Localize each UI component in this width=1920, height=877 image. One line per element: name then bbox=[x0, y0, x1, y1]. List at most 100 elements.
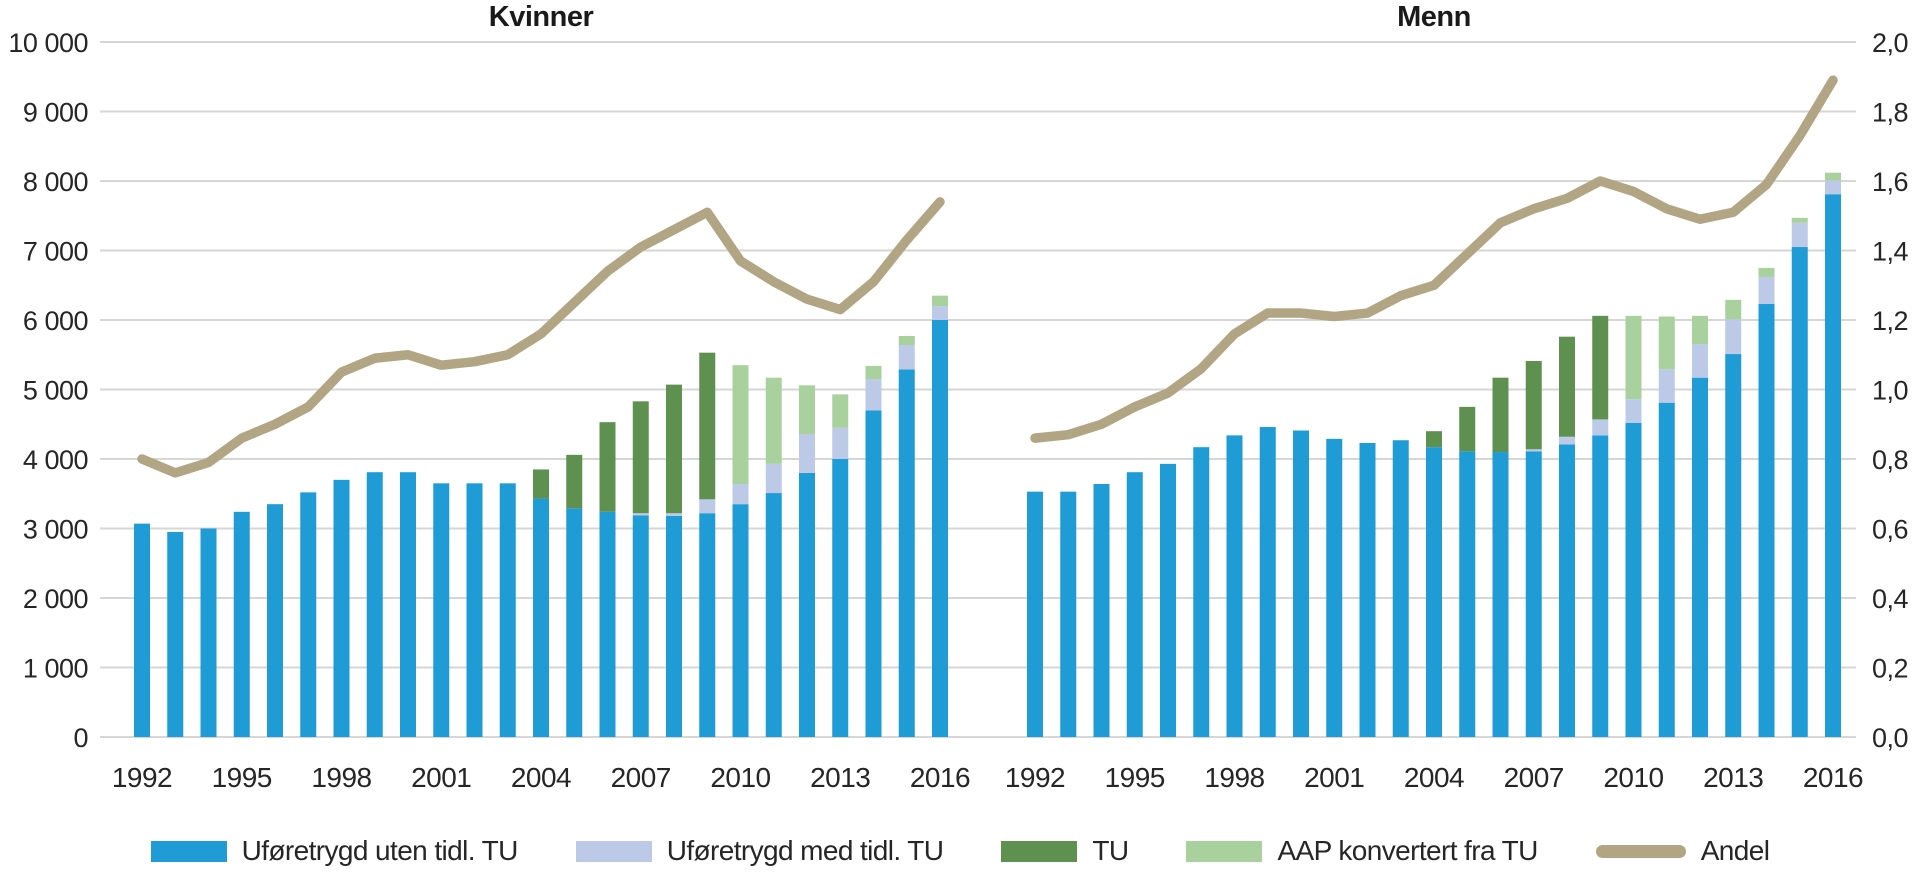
y-axis-tick-right: 0,6 bbox=[1872, 515, 1908, 545]
bar-segment-tu bbox=[666, 384, 682, 514]
bar-segment-uf-retrygd-uten-tidl-tu bbox=[1592, 435, 1609, 737]
y-axis-tick-left: 7 000 bbox=[23, 237, 88, 267]
bar-segment-tu bbox=[1525, 361, 1542, 450]
bar-segment-uf-retrygd-uten-tidl-tu bbox=[400, 472, 416, 737]
bar-segment-aap-konvertert-fra-tu bbox=[765, 377, 782, 464]
x-axis-tick: 2007 bbox=[611, 762, 671, 793]
bar-segment-uf-retrygd-med-tidl-tu bbox=[1725, 319, 1742, 355]
legend-bar-swatch bbox=[575, 840, 652, 862]
bar-segment-uf-retrygd-uten-tidl-tu bbox=[1791, 247, 1808, 737]
y-axis-tick-left: 3 000 bbox=[23, 515, 88, 545]
bar-segment-uf-retrygd-med-tidl-tu bbox=[1825, 180, 1841, 195]
x-axis-tick: 2004 bbox=[511, 762, 571, 793]
bar-segment-aap-konvertert-fra-tu bbox=[832, 394, 849, 428]
bar-segment-tu bbox=[1592, 315, 1609, 420]
bar-segment-uf-retrygd-uten-tidl-tu bbox=[167, 531, 184, 737]
legend-item: TU bbox=[1001, 835, 1129, 867]
bar-segment-uf-retrygd-uten-tidl-tu bbox=[366, 472, 383, 737]
legend-line-swatch bbox=[1595, 844, 1686, 858]
bar-segment-uf-retrygd-uten-tidl-tu bbox=[1226, 435, 1243, 737]
legend-bar-swatch bbox=[1001, 840, 1078, 862]
x-axis-tick: 2016 bbox=[910, 762, 970, 793]
y-axis-tick-right: 1,8 bbox=[1872, 98, 1908, 128]
bar-segment-uf-retrygd-med-tidl-tu bbox=[1559, 436, 1575, 445]
bar-segment-tu bbox=[1559, 336, 1575, 437]
bar-segment-uf-retrygd-med-tidl-tu bbox=[699, 499, 716, 514]
bar-segment-uf-retrygd-uten-tidl-tu bbox=[1525, 451, 1542, 737]
y-axis-tick-left: 2 000 bbox=[23, 584, 88, 614]
bar-segment-aap-konvertert-fra-tu bbox=[932, 295, 948, 307]
y-axis-tick-right: 2,0 bbox=[1872, 28, 1908, 58]
y-axis-tick-right: 0,4 bbox=[1872, 584, 1909, 614]
bar-segment-uf-retrygd-med-tidl-tu bbox=[632, 513, 649, 516]
bar-segment-tu bbox=[1459, 406, 1476, 452]
y-axis-tick-right: 0,8 bbox=[1872, 445, 1908, 475]
bar-segment-uf-retrygd-med-tidl-tu bbox=[799, 433, 815, 473]
x-axis-tick: 2001 bbox=[1304, 762, 1364, 793]
bar-segment-uf-retrygd-uten-tidl-tu bbox=[1293, 430, 1309, 737]
bar-segment-uf-retrygd-uten-tidl-tu bbox=[632, 515, 649, 737]
y-axis-tick-right: 1,0 bbox=[1872, 376, 1908, 406]
bar-segment-uf-retrygd-uten-tidl-tu bbox=[1758, 304, 1775, 737]
panel-title-kvinner: Kvinner bbox=[488, 1, 594, 33]
bar-segment-aap-konvertert-fra-tu bbox=[1658, 316, 1675, 370]
bar-segment-uf-retrygd-uten-tidl-tu bbox=[1825, 194, 1841, 737]
legend-label: Uføretrygd uten tidl. TU bbox=[241, 835, 519, 866]
bar-segment-uf-retrygd-med-tidl-tu bbox=[898, 345, 915, 370]
bar-segment-uf-retrygd-uten-tidl-tu bbox=[1725, 354, 1742, 737]
bar-segment-uf-retrygd-uten-tidl-tu bbox=[666, 515, 682, 737]
legend-bar-swatch bbox=[1186, 840, 1263, 862]
bar-segment-tu bbox=[699, 352, 716, 500]
bar-segment-uf-retrygd-uten-tidl-tu bbox=[1459, 451, 1476, 737]
bar-segment-uf-retrygd-uten-tidl-tu bbox=[1093, 484, 1110, 737]
bar-segment-uf-retrygd-uten-tidl-tu bbox=[466, 483, 483, 737]
bar-segment-uf-retrygd-uten-tidl-tu bbox=[300, 492, 317, 737]
bar-segment-uf-retrygd-uten-tidl-tu bbox=[1359, 443, 1376, 737]
bar-segment-uf-retrygd-uten-tidl-tu bbox=[765, 493, 782, 737]
bar-segment-uf-retrygd-uten-tidl-tu bbox=[898, 369, 915, 737]
bar-segment-uf-retrygd-uten-tidl-tu bbox=[1559, 444, 1575, 737]
y-axis-tick-left: 9 000 bbox=[23, 98, 88, 128]
bar-segment-uf-retrygd-uten-tidl-tu bbox=[1160, 463, 1176, 737]
bar-segment-uf-retrygd-uten-tidl-tu bbox=[1625, 422, 1642, 737]
bar-segment-aap-konvertert-fra-tu bbox=[865, 365, 882, 380]
y-axis-tick-left: 8 000 bbox=[23, 167, 88, 197]
bar-segment-aap-konvertert-fra-tu bbox=[1825, 172, 1841, 181]
bar-segment-uf-retrygd-uten-tidl-tu bbox=[865, 410, 882, 737]
x-axis-tick: 1992 bbox=[112, 762, 172, 793]
bar-segment-tu bbox=[599, 422, 616, 512]
bar-segment-aap-konvertert-fra-tu bbox=[799, 385, 815, 434]
legend-item: Uføretrygd med tidl. TU bbox=[575, 835, 944, 867]
legend: Uføretrygd uten tidl. TU Uføretrygd med t… bbox=[0, 830, 1920, 872]
x-axis-tick: 1995 bbox=[1105, 762, 1165, 793]
x-axis-tick: 1998 bbox=[1204, 762, 1264, 793]
legend-item: Uføretrygd uten tidl. TU bbox=[150, 835, 519, 867]
bar-segment-uf-retrygd-uten-tidl-tu bbox=[1193, 447, 1210, 737]
bar-segment-uf-retrygd-uten-tidl-tu bbox=[932, 320, 948, 737]
x-axis-tick: 2010 bbox=[1603, 762, 1663, 793]
bar-segment-uf-retrygd-uten-tidl-tu bbox=[1658, 402, 1675, 737]
y-axis-tick-right: 1,2 bbox=[1872, 306, 1908, 336]
bar-segment-uf-retrygd-uten-tidl-tu bbox=[499, 483, 516, 737]
bar-segment-uf-retrygd-med-tidl-tu bbox=[832, 427, 849, 459]
bar-segment-tu bbox=[1492, 377, 1509, 453]
legend-item: Andel bbox=[1595, 835, 1770, 867]
bar-segment-uf-retrygd-med-tidl-tu bbox=[1525, 449, 1542, 452]
x-axis-tick: 2013 bbox=[810, 762, 870, 793]
bar-segment-aap-konvertert-fra-tu bbox=[1625, 315, 1642, 400]
bar-segment-tu bbox=[533, 469, 549, 499]
legend-label: AAP konvertert fra TU bbox=[1277, 835, 1538, 866]
bar-segment-uf-retrygd-med-tidl-tu bbox=[1758, 276, 1775, 305]
y-axis-tick-left: 1 000 bbox=[23, 654, 88, 684]
bar-segment-uf-retrygd-uten-tidl-tu bbox=[433, 483, 450, 737]
panel-title-menn: Menn bbox=[1397, 1, 1471, 33]
bar-segment-aap-konvertert-fra-tu bbox=[1725, 299, 1742, 320]
andel-line bbox=[137, 197, 945, 478]
andel-line bbox=[1030, 75, 1838, 443]
y-axis-tick-left: 6 000 bbox=[23, 306, 88, 336]
bar-segment-uf-retrygd-uten-tidl-tu bbox=[267, 504, 283, 737]
bar-segment-tu bbox=[566, 454, 583, 509]
bar-segment-uf-retrygd-uten-tidl-tu bbox=[1126, 472, 1143, 737]
